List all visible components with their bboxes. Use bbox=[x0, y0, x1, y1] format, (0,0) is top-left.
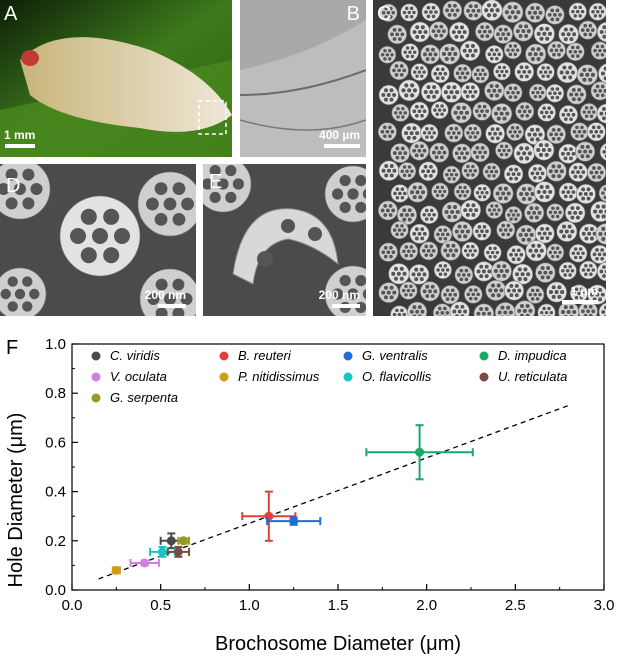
y-tick-label: 0.6 bbox=[45, 434, 66, 451]
legend-entry: P. nitidissimus bbox=[219, 369, 320, 384]
svg-text:G. ventralis: G. ventralis bbox=[362, 348, 428, 363]
scale-bar-text: 200 nm bbox=[318, 288, 360, 302]
svg-text:O. flavicollis: O. flavicollis bbox=[362, 369, 432, 384]
data-point-d-impudica bbox=[365, 424, 474, 481]
svg-text:V. oculata: V. oculata bbox=[110, 369, 167, 384]
scale-bar-text: 200 nm bbox=[144, 288, 186, 302]
x-tick-label: 3.0 bbox=[594, 597, 615, 614]
panel-d-scale-bar: 200 nm bbox=[145, 288, 186, 308]
panel-b-label: B bbox=[346, 3, 360, 25]
panel-a-scale-bar: 1 mm bbox=[4, 128, 36, 148]
panel-b-scale-bar: 400 µm bbox=[319, 128, 360, 148]
x-tick-label: 2.0 bbox=[416, 597, 437, 614]
svg-text:P. nitidissimus: P. nitidissimus bbox=[238, 369, 320, 384]
y-axis-label: Hole Diameter (μm) bbox=[5, 413, 27, 588]
panel-d-label: D bbox=[6, 175, 21, 197]
legend-entry: V. oculata bbox=[91, 369, 167, 384]
data-point-v-oculata bbox=[129, 558, 160, 568]
svg-text:U. reticulata: U. reticulata bbox=[498, 369, 567, 384]
y-tick-label: 0.2 bbox=[45, 533, 66, 550]
panel-e-broken-brochosome: E 200 nm bbox=[203, 164, 366, 316]
brochosome-field-image bbox=[373, 0, 606, 316]
panel-c-scale-bar: 1 µm bbox=[562, 284, 598, 304]
panel-e-label: E bbox=[209, 171, 223, 193]
wing-sem-image bbox=[240, 0, 366, 157]
panel-d-brochosome: D 200 nm bbox=[0, 164, 196, 316]
y-tick-label: 0.4 bbox=[45, 484, 66, 501]
y-tick-label: 1.0 bbox=[45, 336, 66, 353]
data-point-u-reticulata bbox=[166, 545, 191, 558]
panel-e-scale-bar: 200 nm bbox=[319, 288, 360, 308]
legend-entry: B. reuteri bbox=[219, 348, 292, 363]
legend-entry: G. ventralis bbox=[343, 348, 428, 363]
legend-entry: O. flavicollis bbox=[343, 369, 432, 384]
legend-entry: U. reticulata bbox=[479, 369, 567, 384]
panel-c-label: C bbox=[377, 3, 392, 25]
panel-a-label: A bbox=[4, 3, 18, 25]
x-tick-label: 0.0 bbox=[62, 597, 83, 614]
leafhopper-image bbox=[0, 0, 232, 157]
panel-b-wing-sem: B 400 µm bbox=[240, 0, 366, 157]
x-tick-label: 1.5 bbox=[328, 597, 349, 614]
panel-a-photo: A 1 mm bbox=[0, 0, 232, 157]
fit-line bbox=[98, 404, 569, 580]
data-point-b-reuteri bbox=[241, 490, 297, 542]
x-axis-label: Brochosome Diameter (μm) bbox=[215, 633, 461, 655]
x-tick-label: 2.5 bbox=[505, 597, 526, 614]
panel-f-chart: F 0.0 0.5 1.0 1.5 2.0 2.5 3.0 0.0 0.2 0.4 0.6 0.8 1.… bbox=[5, 336, 615, 655]
data-point-g-serpenta bbox=[177, 536, 191, 546]
svg-text:D. impudica: D. impudica bbox=[498, 348, 567, 363]
brochosome-closeup-image bbox=[0, 164, 196, 316]
scale-bar-text: 1 µm bbox=[570, 284, 598, 298]
y-tick-label: 0.8 bbox=[45, 385, 66, 402]
legend-entry: C. viridis bbox=[91, 348, 160, 363]
panel-f-label: F bbox=[6, 337, 18, 359]
scale-bar-text: 1 mm bbox=[4, 128, 36, 142]
data-point-p-nitidissimus bbox=[111, 565, 121, 575]
y-tick-label: 0.0 bbox=[45, 582, 66, 599]
svg-text:G. serpenta: G. serpenta bbox=[110, 390, 178, 405]
legend-entry: G. serpenta bbox=[91, 390, 178, 405]
broken-brochosome-image bbox=[203, 164, 366, 316]
scale-bar-text: 400 µm bbox=[319, 128, 360, 142]
x-tick-label: 0.5 bbox=[150, 597, 171, 614]
legend-entry: D. impudica bbox=[479, 348, 567, 363]
svg-text:B. reuteri: B. reuteri bbox=[238, 348, 292, 363]
data-point-g-ventralis bbox=[266, 516, 322, 526]
panel-c-brochosome-field: C 1 µm bbox=[373, 0, 606, 316]
x-tick-label: 1.0 bbox=[239, 597, 260, 614]
svg-text:C. viridis: C. viridis bbox=[110, 348, 160, 363]
